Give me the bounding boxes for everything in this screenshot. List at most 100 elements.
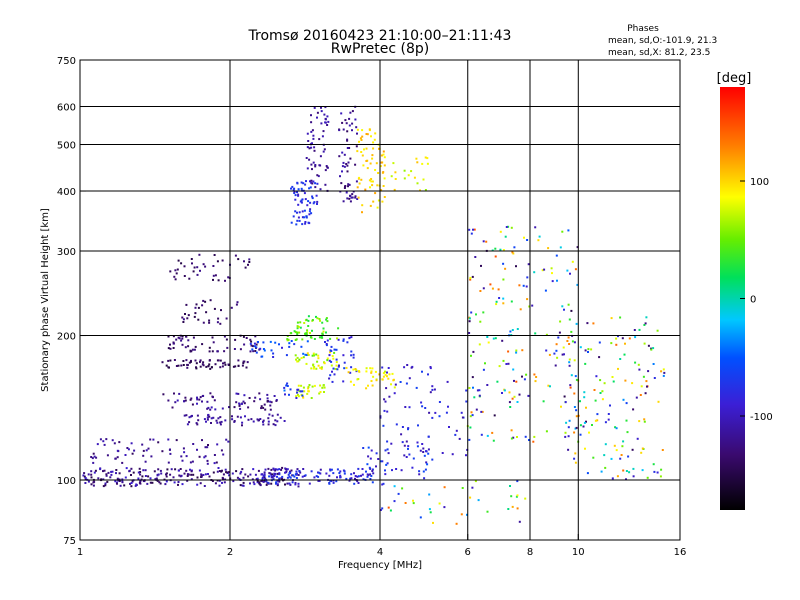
data-point-823 — [248, 258, 251, 261]
data-point-199 — [139, 481, 141, 484]
data-point-1499 — [535, 376, 538, 378]
data-point-1542 — [497, 288, 500, 291]
data-point-1657 — [621, 445, 624, 448]
data-point-1219 — [326, 124, 329, 126]
data-point-44 — [223, 481, 226, 484]
data-point-1390 — [378, 147, 380, 150]
data-point-685 — [239, 348, 242, 351]
data-point-793 — [212, 416, 215, 419]
data-point-268 — [198, 455, 201, 458]
data-point-361 — [339, 470, 342, 473]
data-point-499 — [386, 371, 388, 374]
data-point-1161 — [311, 197, 314, 200]
data-point-875 — [236, 301, 239, 304]
data-point-1578 — [498, 297, 501, 299]
data-point-330 — [291, 481, 294, 484]
data-point-202 — [149, 481, 152, 484]
data-point-0 — [111, 470, 114, 473]
data-point-511 — [385, 387, 388, 390]
data-point-1653 — [645, 316, 648, 319]
data-point-1365 — [356, 150, 359, 153]
data-point-558 — [421, 405, 424, 408]
data-point-1398 — [368, 128, 371, 131]
data-point-115 — [297, 474, 300, 476]
data-point-1663 — [567, 426, 570, 429]
data-point-946 — [296, 333, 299, 336]
data-point-800 — [279, 416, 282, 419]
data-point-613 — [224, 363, 227, 366]
data-point-855 — [176, 268, 179, 271]
data-point-1672 — [596, 413, 599, 416]
data-point-1740 — [599, 392, 602, 394]
data-point-1529 — [574, 375, 577, 378]
data-point-36 — [109, 476, 112, 479]
x-tick-label-4: 8 — [527, 547, 533, 558]
data-point-1723 — [615, 343, 618, 346]
data-point-1729 — [659, 475, 662, 478]
data-point-1797 — [432, 521, 434, 524]
data-point-1590 — [562, 346, 565, 349]
data-point-105 — [139, 479, 142, 482]
data-point-1676 — [570, 330, 573, 333]
data-point-445 — [371, 481, 374, 484]
data-point-1392 — [368, 179, 371, 182]
data-point-1218 — [307, 140, 310, 142]
data-point-919 — [290, 340, 293, 342]
data-point-989 — [313, 366, 316, 368]
data-point-1594 — [576, 246, 579, 249]
data-point-1507 — [557, 336, 560, 339]
data-point-482 — [384, 469, 386, 472]
data-point-171 — [105, 473, 108, 476]
data-point-601 — [241, 364, 244, 367]
data-point-1580 — [479, 290, 482, 292]
data-point-1079 — [324, 341, 326, 343]
data-point-709 — [198, 398, 201, 401]
data-point-1408 — [410, 170, 413, 173]
data-point-1767 — [650, 348, 653, 351]
data-point-1485 — [504, 235, 507, 238]
data-point-1320 — [354, 196, 357, 199]
data-point-614 — [217, 359, 220, 362]
data-point-342 — [319, 472, 322, 475]
data-point-594 — [246, 361, 249, 364]
data-point-581 — [199, 365, 202, 368]
data-point-1518 — [533, 435, 536, 438]
data-point-178 — [132, 471, 135, 474]
data-point-1560 — [485, 240, 488, 243]
data-point-368 — [270, 476, 273, 479]
data-point-1391 — [361, 204, 364, 207]
data-point-378 — [276, 468, 279, 471]
data-point-1464 — [537, 239, 540, 242]
data-point-1588 — [487, 341, 490, 344]
data-point-426 — [298, 470, 301, 472]
data-point-750 — [275, 399, 278, 402]
data-point-957 — [318, 318, 321, 320]
data-point-100 — [221, 476, 224, 479]
data-point-669 — [172, 342, 175, 345]
data-point-257 — [115, 472, 117, 475]
data-point-259 — [102, 470, 104, 473]
data-point-531 — [447, 405, 449, 408]
data-point-620 — [234, 365, 237, 368]
data-point-505 — [465, 454, 467, 457]
data-point-63 — [153, 470, 156, 473]
data-point-1301 — [339, 175, 341, 178]
data-point-391 — [332, 472, 335, 475]
data-point-557 — [424, 407, 427, 409]
data-point-1731 — [568, 364, 571, 367]
data-point-450 — [419, 449, 422, 452]
data-point-1039 — [307, 385, 310, 388]
data-point-940 — [293, 330, 296, 333]
data-point-811 — [262, 423, 265, 426]
data-point-1773 — [628, 471, 631, 474]
data-point-1041 — [297, 393, 299, 396]
data-point-914 — [251, 348, 254, 351]
data-point-1463 — [534, 332, 537, 335]
data-point-1407 — [413, 176, 416, 179]
data-point-1349 — [358, 182, 361, 185]
data-point-1184 — [308, 213, 311, 216]
data-point-1563 — [484, 362, 486, 365]
data-point-1227 — [310, 130, 313, 133]
data-point-1094 — [348, 337, 351, 340]
